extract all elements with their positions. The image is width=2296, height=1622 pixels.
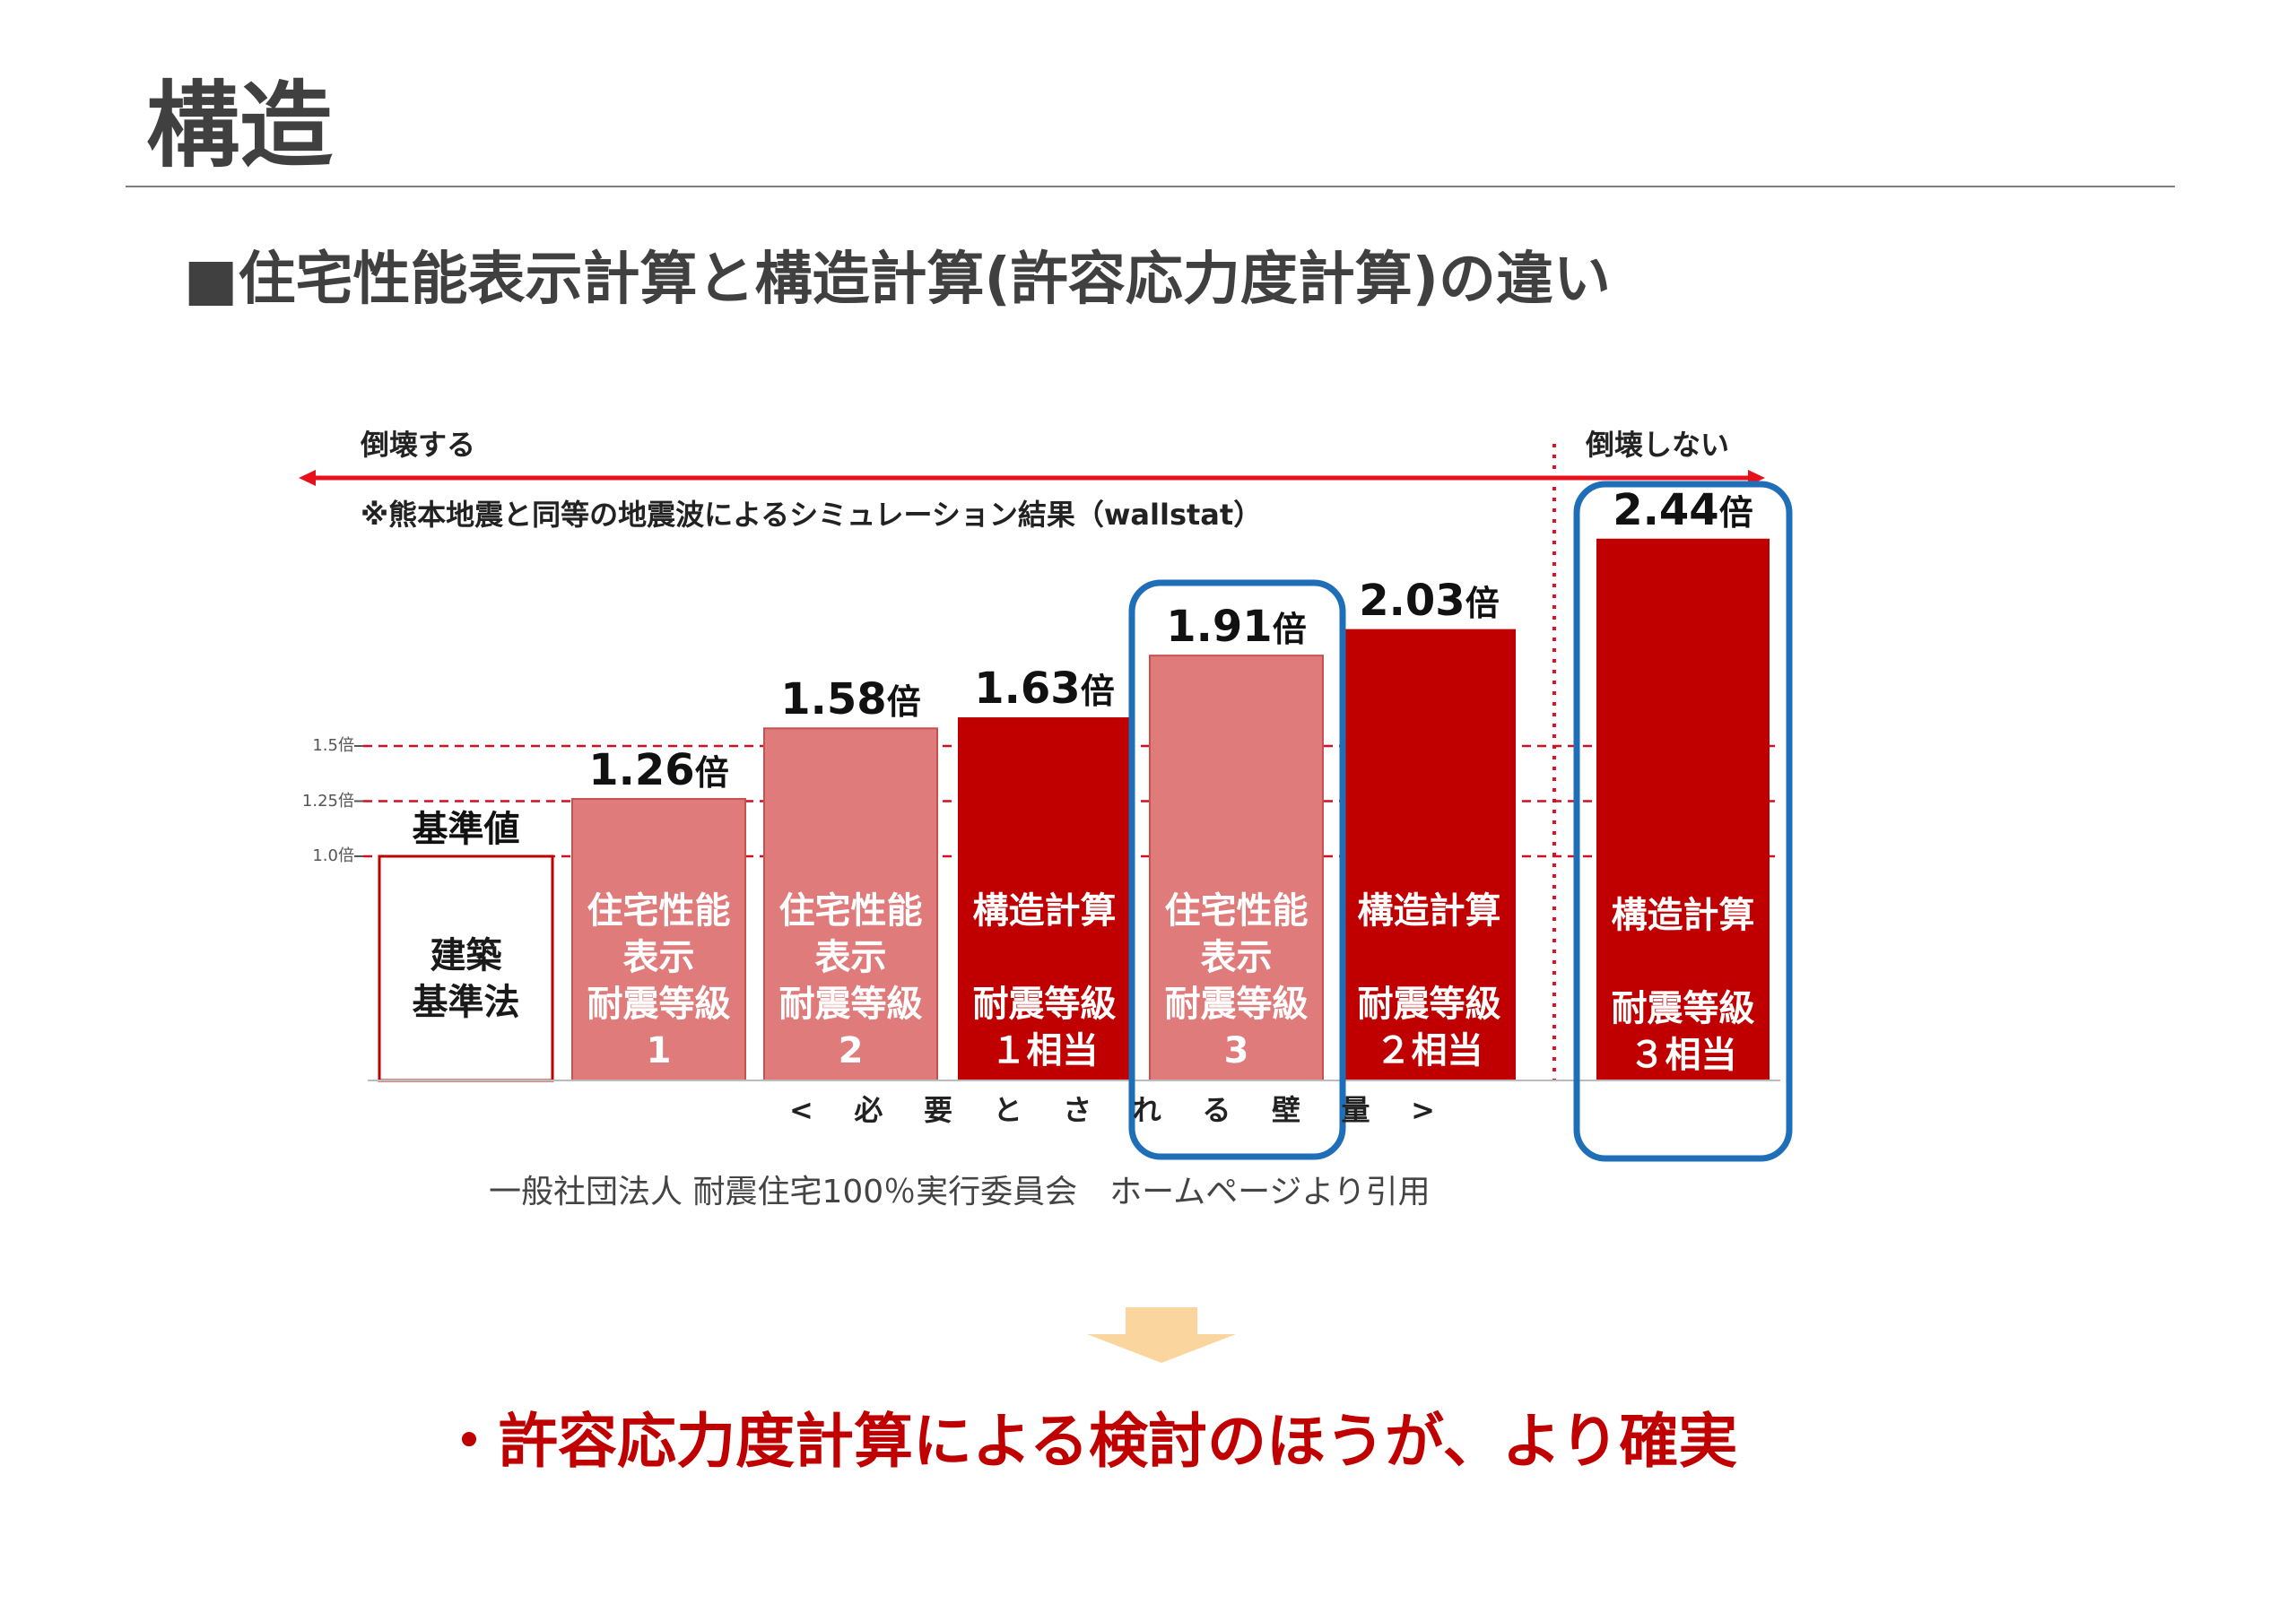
citation: 一般社団法人 耐震住宅100％実行委員会 ホームページより引用: [489, 1174, 1431, 1210]
bar-category-label: 住宅性能 表示 耐震等級 3: [1164, 890, 1309, 1071]
slide-title: 構造: [146, 71, 334, 180]
highlight-box-5: [1128, 579, 1346, 1160]
x-axis-char: 量: [1341, 1093, 1370, 1127]
bar-5: [1149, 655, 1324, 1081]
bar-4: [958, 717, 1131, 1080]
bar-6: [1343, 629, 1516, 1080]
arrow-head-left: [299, 470, 316, 486]
bar-value-label: 1.58倍: [780, 674, 921, 725]
x-axis-char: 壁: [1271, 1093, 1300, 1127]
arrow-label-collapse: 倒壊する: [361, 428, 476, 462]
simulation-note: ※熊本地震と同等の地震波によるシミュレーション結果（wallstat）: [361, 498, 1263, 532]
x-axis-char: 要: [923, 1093, 952, 1127]
bar-category-label: 構造計算 耐震等級 ３相当: [1611, 895, 1755, 1076]
bar-category-label: 構造計算 耐震等級 １相当: [972, 890, 1117, 1071]
conclusion: ・許容応力度計算による検討のほうが、より確実: [439, 1407, 1738, 1476]
y-tick-label: 1.25倍: [301, 791, 354, 811]
x-axis-char: <: [789, 1093, 813, 1127]
bar-3: [763, 727, 938, 1081]
bar-category-label: 構造計算 耐震等級 ２相当: [1357, 890, 1501, 1071]
bar-category-label: 住宅性能 表示 耐震等級 1: [587, 890, 731, 1071]
arrow-label-no-collapse: 倒壊しない: [1586, 428, 1730, 462]
x-axis-char: さ: [1063, 1093, 1092, 1127]
bar-value-label: 1.91倍: [1166, 602, 1307, 653]
bar-1: [378, 854, 554, 1082]
y-tick-label: 1.0倍: [312, 846, 354, 865]
bar-category-label: 建築 基準法: [412, 935, 520, 1023]
x-axis-label: < 必 要 と さ れ る 壁 量 >: [789, 1096, 1435, 1124]
bar-category-label: 住宅性能 表示 耐震等級 2: [778, 890, 923, 1071]
bar-value-label: 2.44倍: [1613, 484, 1753, 535]
x-axis-char: >: [1411, 1093, 1435, 1127]
down-arrow-icon: [1087, 1307, 1236, 1363]
highlight-box-7: [1573, 481, 1793, 1162]
x-axis-char: 必: [854, 1093, 883, 1127]
bar-value-label: 基準値: [412, 809, 520, 850]
x-axis-char: れ: [1132, 1093, 1161, 1127]
slide-subtitle: ■住宅性能表示計算と構造計算(許容応力度計算)の違い: [184, 247, 1611, 313]
bar-value-label: 1.63倍: [974, 664, 1115, 715]
y-tick-label: 1.5倍: [312, 736, 354, 755]
bar-7: [1596, 538, 1770, 1080]
x-axis-char: る: [1202, 1093, 1231, 1127]
title-divider: [126, 186, 2175, 187]
bar-value-label: 1.26倍: [588, 745, 729, 796]
x-axis-char: と: [993, 1093, 1022, 1127]
bar-2: [571, 798, 746, 1081]
bar-value-label: 2.03倍: [1359, 575, 1500, 626]
